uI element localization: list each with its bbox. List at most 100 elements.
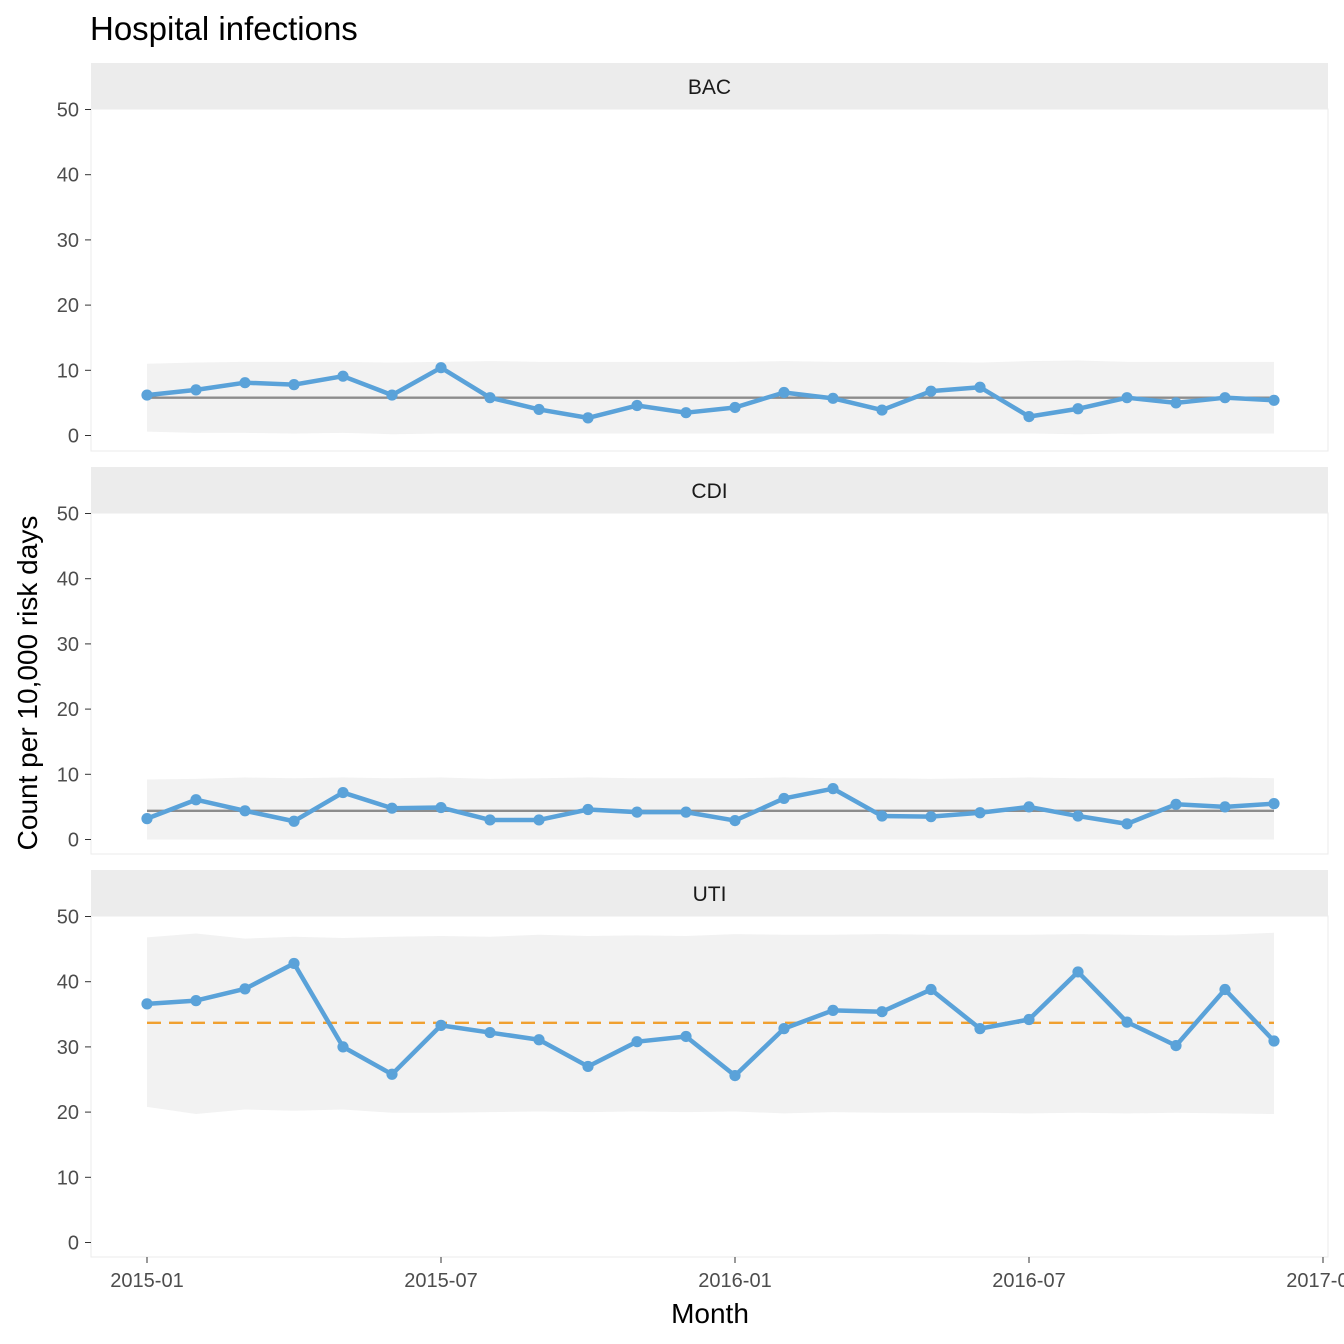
data-point <box>925 983 937 996</box>
data-point <box>1268 394 1280 406</box>
x-tick-label: 2015-01 <box>110 1270 183 1292</box>
data-point <box>827 1004 839 1016</box>
data-point <box>1170 397 1182 409</box>
data-point <box>974 1023 986 1035</box>
data-point <box>1072 403 1084 415</box>
x-axis: 2015-01 2015-07 2016-01 2016-07 2017-01 <box>110 1257 1344 1292</box>
panel-border <box>90 512 1329 855</box>
data-point <box>239 983 251 995</box>
facet-label: CDI <box>691 480 727 503</box>
data-point <box>1121 392 1133 404</box>
facet-strip <box>91 467 1328 513</box>
data-point <box>386 389 398 401</box>
data-point <box>925 811 937 823</box>
facet-strip <box>91 63 1328 109</box>
facet-panels: BAC 0 10 20 30 40 50 CDI 0 10 20 30 40 50 UTI 0 10 20 30 40… <box>57 63 1329 1258</box>
data-point <box>827 392 839 404</box>
data-point <box>876 404 888 416</box>
data-point <box>729 401 741 414</box>
data-point <box>190 384 202 396</box>
y-tick-label: 40 <box>57 569 79 591</box>
y-axis-title: Count per 10,000 risk days <box>12 516 43 851</box>
data-point <box>1170 798 1182 810</box>
data-point <box>435 801 447 814</box>
data-point <box>974 381 986 393</box>
data-point <box>1219 392 1231 404</box>
data-point <box>1023 1013 1035 1026</box>
y-tick-label: 0 <box>68 1233 79 1255</box>
panel-border <box>90 915 1329 1258</box>
data-point <box>533 1034 545 1046</box>
data-point <box>925 385 937 397</box>
data-point <box>337 370 349 382</box>
data-point <box>1170 1039 1182 1052</box>
data-point <box>533 814 545 826</box>
data-point <box>778 386 790 399</box>
facet-label: UTI <box>693 883 727 906</box>
x-axis-title: Month <box>671 1298 749 1329</box>
data-point <box>141 389 153 401</box>
x-tick-label: 2016-07 <box>992 1270 1065 1292</box>
data-point <box>1121 818 1133 830</box>
data-point <box>631 806 643 818</box>
data-point <box>680 806 692 818</box>
panel-border <box>90 108 1329 452</box>
x-tick-label: 2017-01 <box>1286 1270 1344 1292</box>
y-tick-label: 40 <box>57 165 79 187</box>
data-point <box>680 407 692 419</box>
y-tick-label: 10 <box>57 360 79 382</box>
data-point <box>484 392 496 404</box>
data-point <box>190 995 202 1007</box>
data-point <box>288 957 300 970</box>
data-point <box>1023 410 1035 423</box>
data-point <box>1023 801 1035 813</box>
data-point <box>876 1006 888 1018</box>
data-point <box>729 814 741 827</box>
series-line <box>146 786 1275 827</box>
data-point <box>484 1026 496 1039</box>
data-point <box>827 783 839 795</box>
data-point <box>484 814 496 826</box>
x-tick-label: 2015-07 <box>404 1270 477 1292</box>
data-point <box>141 813 153 825</box>
y-tick-label: 20 <box>57 699 79 721</box>
data-point <box>141 998 153 1010</box>
facet-strip <box>91 870 1328 916</box>
y-tick-label: 20 <box>57 295 79 317</box>
data-point <box>680 1030 692 1043</box>
data-point <box>1268 1035 1280 1047</box>
y-tick-label: 50 <box>57 100 79 122</box>
y-tick-label: 50 <box>57 907 79 929</box>
y-tick-label: 30 <box>57 230 79 252</box>
data-point <box>1072 966 1084 978</box>
data-point <box>288 379 300 391</box>
data-point <box>386 802 398 814</box>
panel-cdi: CDI 0 10 20 30 40 50 <box>57 467 1329 855</box>
data-point <box>1121 1016 1133 1028</box>
panel-bac: BAC 0 10 20 30 40 50 <box>57 63 1329 452</box>
y-tick-label: 10 <box>57 1167 79 1189</box>
data-point <box>778 1023 790 1035</box>
data-point <box>631 399 643 412</box>
data-point <box>435 1019 447 1031</box>
data-point <box>1268 798 1280 810</box>
data-point <box>1219 801 1231 813</box>
data-point <box>582 1060 594 1073</box>
panel-uti: UTI 0 10 20 30 40 50 <box>57 870 1329 1258</box>
y-tick-label: 50 <box>57 504 79 526</box>
data-point <box>239 377 251 389</box>
y-tick-label: 10 <box>57 764 79 786</box>
y-tick-label: 20 <box>57 1102 79 1124</box>
data-point <box>1072 810 1084 822</box>
data-point <box>190 794 202 806</box>
data-point <box>288 815 300 827</box>
y-tick-label: 0 <box>68 426 79 448</box>
data-point <box>582 803 594 816</box>
y-tick-label: 30 <box>57 634 79 656</box>
data-point <box>239 805 251 817</box>
x-tick-label: 2016-01 <box>698 1270 771 1292</box>
data-point <box>729 1069 741 1082</box>
control-limits-band <box>147 777 1274 840</box>
data-point <box>582 412 594 424</box>
